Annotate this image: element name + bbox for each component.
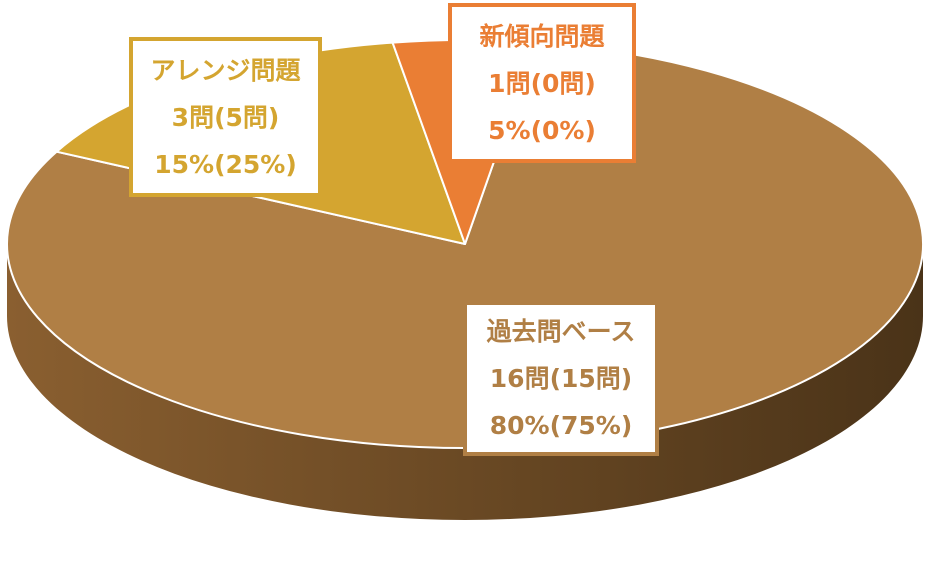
slice-count-label: 1問(0問)	[488, 68, 596, 98]
slice-count-label: 3問(5問)	[171, 102, 280, 132]
slice-count-label: 16問(15問)	[489, 364, 633, 393]
slice-name-label: アレンジ問題	[150, 55, 301, 85]
slice-percent-label: 15%(25%)	[154, 149, 297, 179]
callout-new-trend: 新傾向問題 1問(0問) 5%(0%)	[448, 3, 636, 163]
slice-percent-label: 80%(75%)	[489, 411, 633, 440]
pie-slice-0	[6, 41, 924, 450]
pie-side-wall	[7, 244, 923, 520]
slice-name-label: 新傾向問題	[479, 21, 605, 51]
callout-past-based: 過去問ベース 16問(15問) 80%(75%)	[463, 301, 659, 456]
callout-arranged: アレンジ問題 3問(5問) 15%(25%)	[129, 37, 322, 197]
slice-percent-label: 5%(0%)	[488, 115, 596, 145]
slice-name-label: 過去問ベース	[486, 317, 636, 346]
